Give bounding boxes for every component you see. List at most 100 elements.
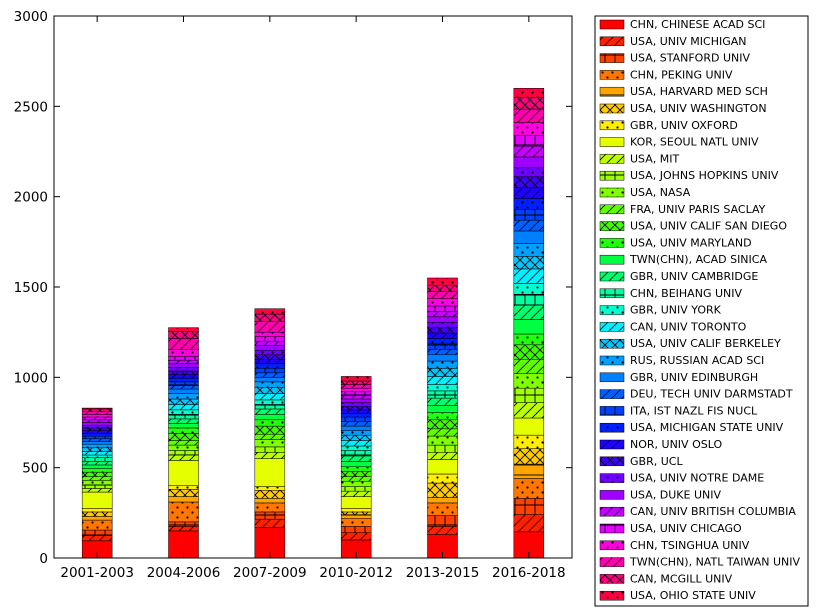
legend-label: CHN, TSINGHUA UNIV — [630, 539, 750, 552]
legend-label: USA, STANFORD UNIV — [630, 52, 750, 65]
bar-segment — [254, 486, 286, 491]
legend-swatch — [599, 53, 625, 63]
bar-segment — [168, 496, 199, 503]
bar-segment — [427, 343, 458, 350]
bar-segment — [427, 452, 458, 460]
bar-segment — [254, 336, 286, 342]
legend-item: GBR, UNIV YORK — [599, 304, 722, 317]
bar-segment — [513, 448, 545, 465]
bar-segment — [168, 427, 199, 434]
legend-swatch — [599, 389, 625, 399]
bar-segment — [254, 511, 286, 520]
legend: CHN, CHINESE ACAD SCI USA, UNIV MICHIGAN U… — [594, 15, 809, 607]
bar-segment — [168, 327, 199, 332]
bar-segment — [81, 488, 113, 493]
x-tick-label: 2001-2003 — [60, 565, 134, 581]
bar-segment — [427, 332, 458, 339]
bar-segment — [254, 372, 286, 378]
bar-segment — [427, 291, 458, 299]
bar-segment — [513, 478, 545, 499]
bar-segment — [340, 532, 372, 541]
bar-segment — [340, 434, 372, 441]
bar-segment — [427, 349, 458, 355]
bar-segment — [513, 417, 545, 436]
bar-segment — [81, 516, 113, 521]
y-tick-label: 2500 — [14, 99, 48, 115]
bar-segment — [168, 381, 199, 386]
bar-segment — [81, 480, 113, 486]
bar-segment — [81, 535, 113, 542]
bar-segment — [81, 416, 113, 421]
bar-segment — [254, 498, 286, 504]
legend-swatch — [599, 406, 625, 416]
bar-segment — [427, 444, 458, 453]
bar-segment — [513, 319, 545, 335]
legend-swatch — [599, 70, 625, 80]
bar-segment — [254, 433, 286, 440]
bar-segment — [340, 518, 372, 527]
bar-segment — [168, 359, 199, 365]
bar-segment — [168, 501, 199, 523]
bar-segment — [513, 97, 545, 110]
bar-segment — [513, 88, 545, 98]
bar-segment — [513, 402, 545, 419]
bar-segment — [427, 459, 458, 475]
bar-segment — [254, 419, 286, 427]
legend-swatch — [599, 422, 625, 433]
bar-segment — [81, 419, 113, 423]
bar-segment — [340, 384, 372, 389]
legend-swatch — [599, 305, 625, 315]
bar-segment — [168, 356, 199, 361]
legend-item: GBR, UNIV EDINBURGH — [599, 371, 758, 384]
bar-segment — [513, 108, 545, 123]
legend-swatch — [599, 506, 625, 517]
bar-segment — [168, 418, 199, 424]
bar-segment — [168, 450, 199, 456]
bar-segment — [254, 439, 286, 448]
bar-segment — [340, 466, 372, 472]
bar-segment — [81, 471, 113, 477]
bar-segment — [340, 490, 372, 497]
legend-label: USA, UNIV NOTRE DAME — [630, 472, 764, 485]
legend-swatch — [599, 590, 625, 601]
bar-segment — [513, 434, 545, 449]
bar-segment — [340, 440, 372, 447]
legend-item: FRA, UNIV PARIS SACLAY — [599, 203, 766, 216]
bar-segment — [340, 496, 372, 509]
bar-segment — [513, 243, 545, 257]
bar-segment — [340, 409, 372, 414]
bar-segment — [513, 344, 545, 360]
bar-segment — [340, 416, 372, 422]
x-tick-label: 2013-2015 — [406, 565, 480, 581]
legend-item: GBR, UNIV CAMBRIDGE — [599, 270, 758, 283]
bar-segment — [81, 529, 113, 536]
legend-item: RUS, RUSSIAN ACAD SCI — [599, 354, 764, 367]
bar-segment — [340, 421, 372, 427]
x-tick-label: 2007-2009 — [233, 565, 307, 581]
legend-item: USA, DUKE UNIV — [599, 488, 721, 501]
bar-segment — [254, 452, 286, 459]
bar-segment — [254, 308, 286, 315]
legend-label: GBR, UNIV YORK — [630, 304, 722, 317]
bar-segment — [81, 441, 113, 445]
legend-swatch — [599, 490, 625, 500]
bar-segment — [168, 388, 199, 394]
legend-label: GBR, UNIV OXFORD — [630, 119, 738, 132]
bar-segment — [340, 380, 372, 385]
bar-segment — [168, 460, 199, 486]
bar-segment — [168, 414, 199, 420]
legend-swatch — [599, 238, 625, 248]
y-axis: 0 500 1000 1500 2000 2500 3000 — [14, 9, 572, 567]
legend-swatch — [599, 204, 625, 215]
x-axis: 2001-2003 2004-2006 2007-2009 2010-2012 2013… — [60, 16, 566, 581]
legend-label: USA, UNIV CALIF SAN DIEGO — [630, 220, 787, 233]
bar-segment — [254, 387, 286, 394]
bar-segment — [81, 435, 113, 440]
bar-segment — [168, 433, 199, 441]
bar-segment — [81, 491, 113, 509]
bar-segment — [168, 338, 199, 350]
legend-swatch — [599, 338, 625, 349]
bar-segment — [81, 476, 113, 481]
bar-segment — [168, 409, 199, 415]
legend-label: KOR, SEOUL NATL UNIV — [630, 136, 759, 149]
